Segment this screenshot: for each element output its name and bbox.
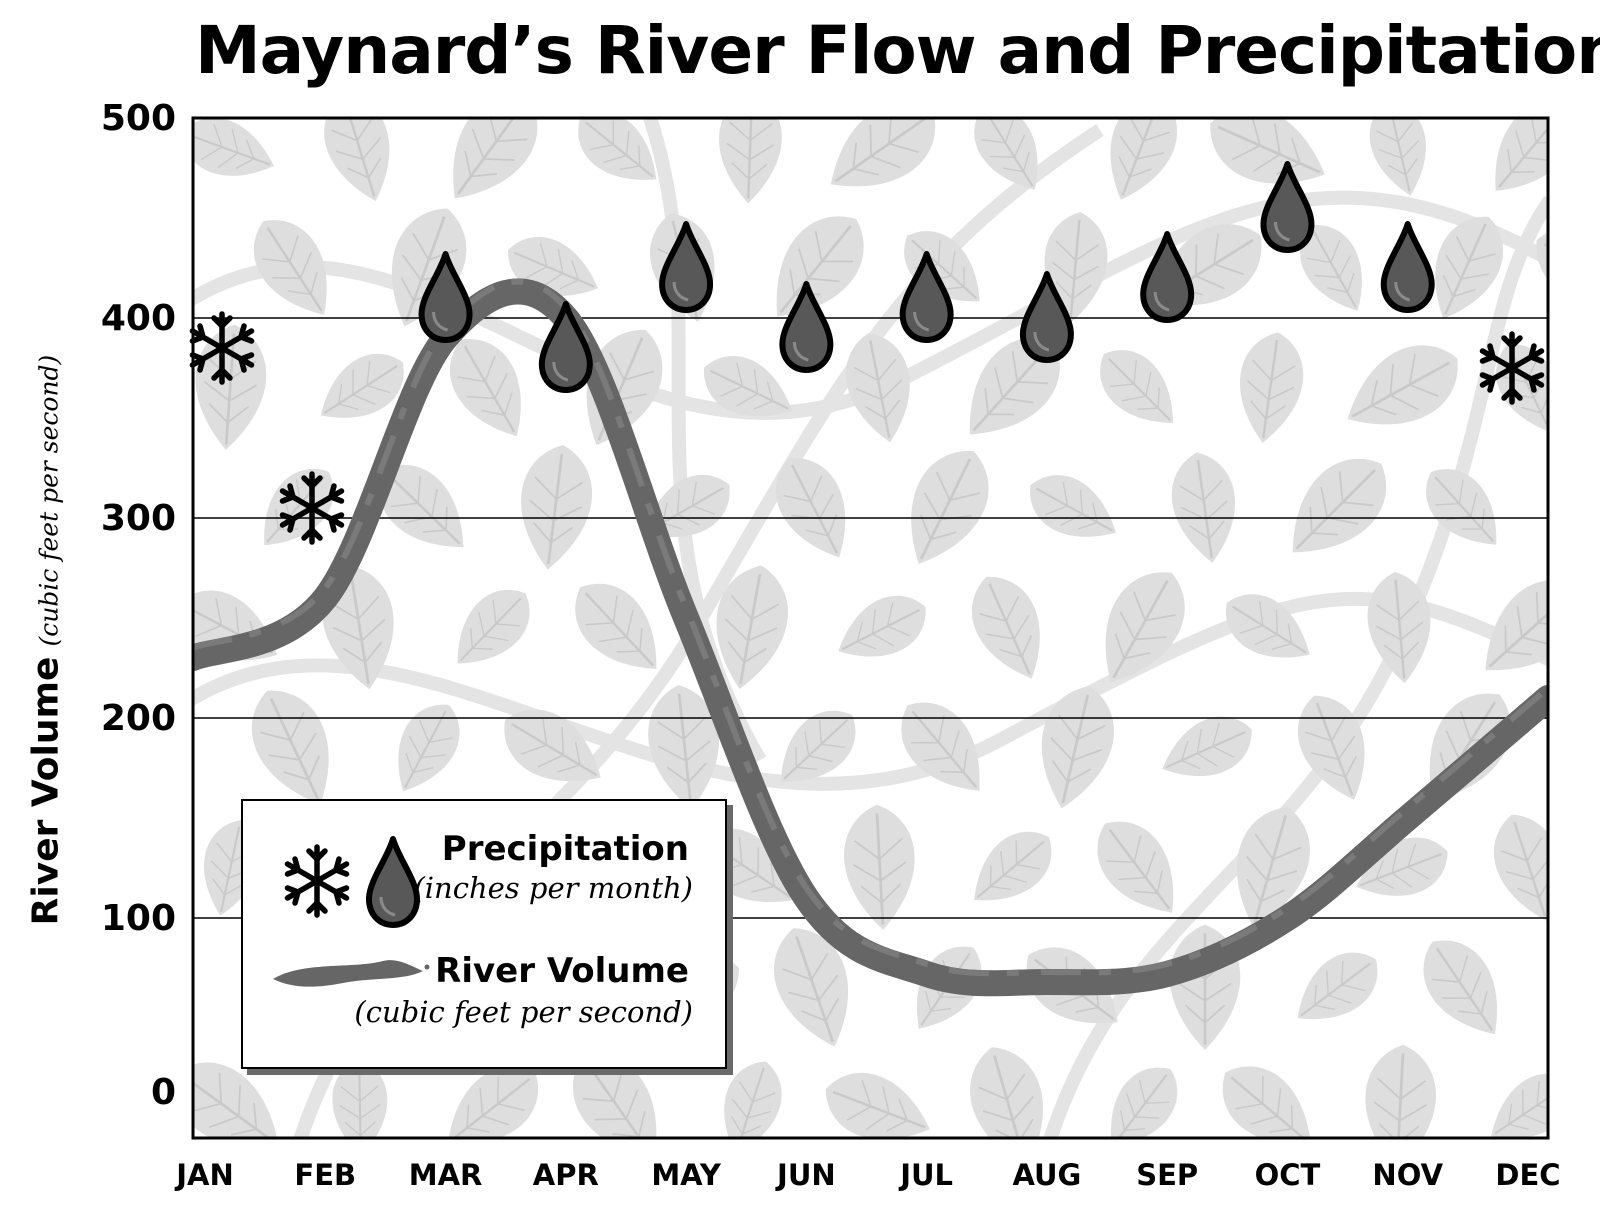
leaf-37 xyxy=(759,442,869,573)
leaf-4 xyxy=(715,118,785,206)
plot-frame xyxy=(191,116,1550,1140)
leaf-41 xyxy=(1266,437,1408,579)
leaf-40 xyxy=(1164,446,1245,569)
x-tick-jan: JAN xyxy=(174,1158,234,1192)
legend-precipitation-label: Precipitation xyxy=(441,829,689,869)
leaf-96 xyxy=(1204,1047,1333,1138)
leaf-56 xyxy=(377,690,475,806)
leaf-8 xyxy=(1194,118,1341,208)
x-tick-nov: NOV xyxy=(1372,1158,1443,1192)
x-tick-feb: FEB xyxy=(294,1158,356,1192)
leaf-5 xyxy=(809,118,956,215)
leaf-29 xyxy=(1083,333,1194,444)
river-point-jul xyxy=(926,973,928,975)
legend-river-speck xyxy=(424,964,430,970)
x-tick-jun: JUN xyxy=(775,1158,836,1192)
x-tick-oct: OCT xyxy=(1255,1158,1321,1192)
river-point-nov xyxy=(1407,817,1409,819)
leaf-35 xyxy=(511,439,600,576)
leaf-50 xyxy=(956,562,1062,693)
x-tick-may: MAY xyxy=(651,1158,722,1192)
chart-title: Maynard’s River Flow and Precipitation xyxy=(195,12,1600,89)
y-tick-500: 500 xyxy=(101,98,176,139)
leaf-2 xyxy=(424,118,559,221)
x-tick-labels: JAN FEB MAR APR MAY JUN JUL AUG SEP OCT NOV DEC xyxy=(174,1158,1560,1192)
legend-raindrop-icon xyxy=(369,839,417,925)
leaf-86 xyxy=(1405,922,1523,1053)
leaf-31 xyxy=(1329,326,1476,452)
leaf-30 xyxy=(1230,326,1311,449)
leaf-51 xyxy=(1078,554,1204,701)
x-tick-aug: AUG xyxy=(1012,1158,1081,1192)
river-point-feb xyxy=(324,597,326,599)
river-point-jun xyxy=(805,897,807,899)
legend-snowflake-icon xyxy=(288,847,347,915)
x-tick-jul: JUL xyxy=(898,1158,953,1192)
leaf-49 xyxy=(824,581,939,677)
leaf-76 xyxy=(1480,803,1548,932)
leaf-27 xyxy=(836,325,923,450)
leaf-33 xyxy=(242,452,351,565)
legend-icons xyxy=(273,811,430,987)
x-tick-sep: SEP xyxy=(1136,1158,1198,1192)
leaf-43 xyxy=(1554,447,1600,568)
leaf-93 xyxy=(813,1058,943,1138)
river-volume-band xyxy=(193,278,1548,997)
x-tick-mar: MAR xyxy=(409,1158,483,1192)
leaf-92 xyxy=(708,1051,793,1138)
y-tick-400: 400 xyxy=(101,298,176,339)
leaf-95 xyxy=(1088,1051,1194,1138)
leaf-94 xyxy=(956,1036,1062,1138)
leaf-98 xyxy=(1474,1057,1548,1138)
leaf-55 xyxy=(234,674,354,821)
river-point-aug xyxy=(1046,981,1048,983)
river-volume-edge xyxy=(193,278,1548,977)
legend-precipitation-unit: (inches per month) xyxy=(413,871,693,905)
leaf-73 xyxy=(1078,803,1199,933)
y-tick-0: 0 xyxy=(151,1072,176,1113)
leaf-85 xyxy=(1280,936,1394,1042)
river-point-oct xyxy=(1286,917,1288,919)
legend: Precipitation (inches per month) River V… xyxy=(241,799,727,1069)
river-point-may xyxy=(685,617,687,619)
leaf-89 xyxy=(330,1057,390,1138)
leaf-46 xyxy=(436,573,547,684)
leaf-61 xyxy=(1025,676,1126,818)
legend-river-swatch xyxy=(273,960,423,987)
x-tick-apr: APR xyxy=(533,1158,599,1192)
y-tick-100: 100 xyxy=(101,898,176,939)
legend-river-label: River Volume xyxy=(435,951,689,991)
leaf-10 xyxy=(1470,118,1548,213)
leaf-1 xyxy=(311,118,407,212)
leaf-39 xyxy=(1015,460,1131,558)
leaf-7 xyxy=(1090,118,1192,213)
y-tick-300: 300 xyxy=(101,498,176,539)
leaf-97 xyxy=(1360,1041,1441,1138)
raindrop-marker-nov-icon xyxy=(1384,224,1432,310)
leaf-38 xyxy=(885,434,1007,581)
river-point-sep xyxy=(1166,973,1168,975)
y-tick-200: 200 xyxy=(101,698,176,739)
legend-river-unit: (cubic feet per second) xyxy=(354,995,693,1029)
y-tick-labels: 0 100 200 300 400 500 xyxy=(101,98,176,1113)
leaf-72 xyxy=(955,815,1068,923)
leaf-71 xyxy=(839,801,920,934)
leaf-87 xyxy=(1540,915,1548,1060)
x-tick-dec: DEC xyxy=(1495,1158,1560,1192)
leaf-9 xyxy=(1360,118,1439,203)
